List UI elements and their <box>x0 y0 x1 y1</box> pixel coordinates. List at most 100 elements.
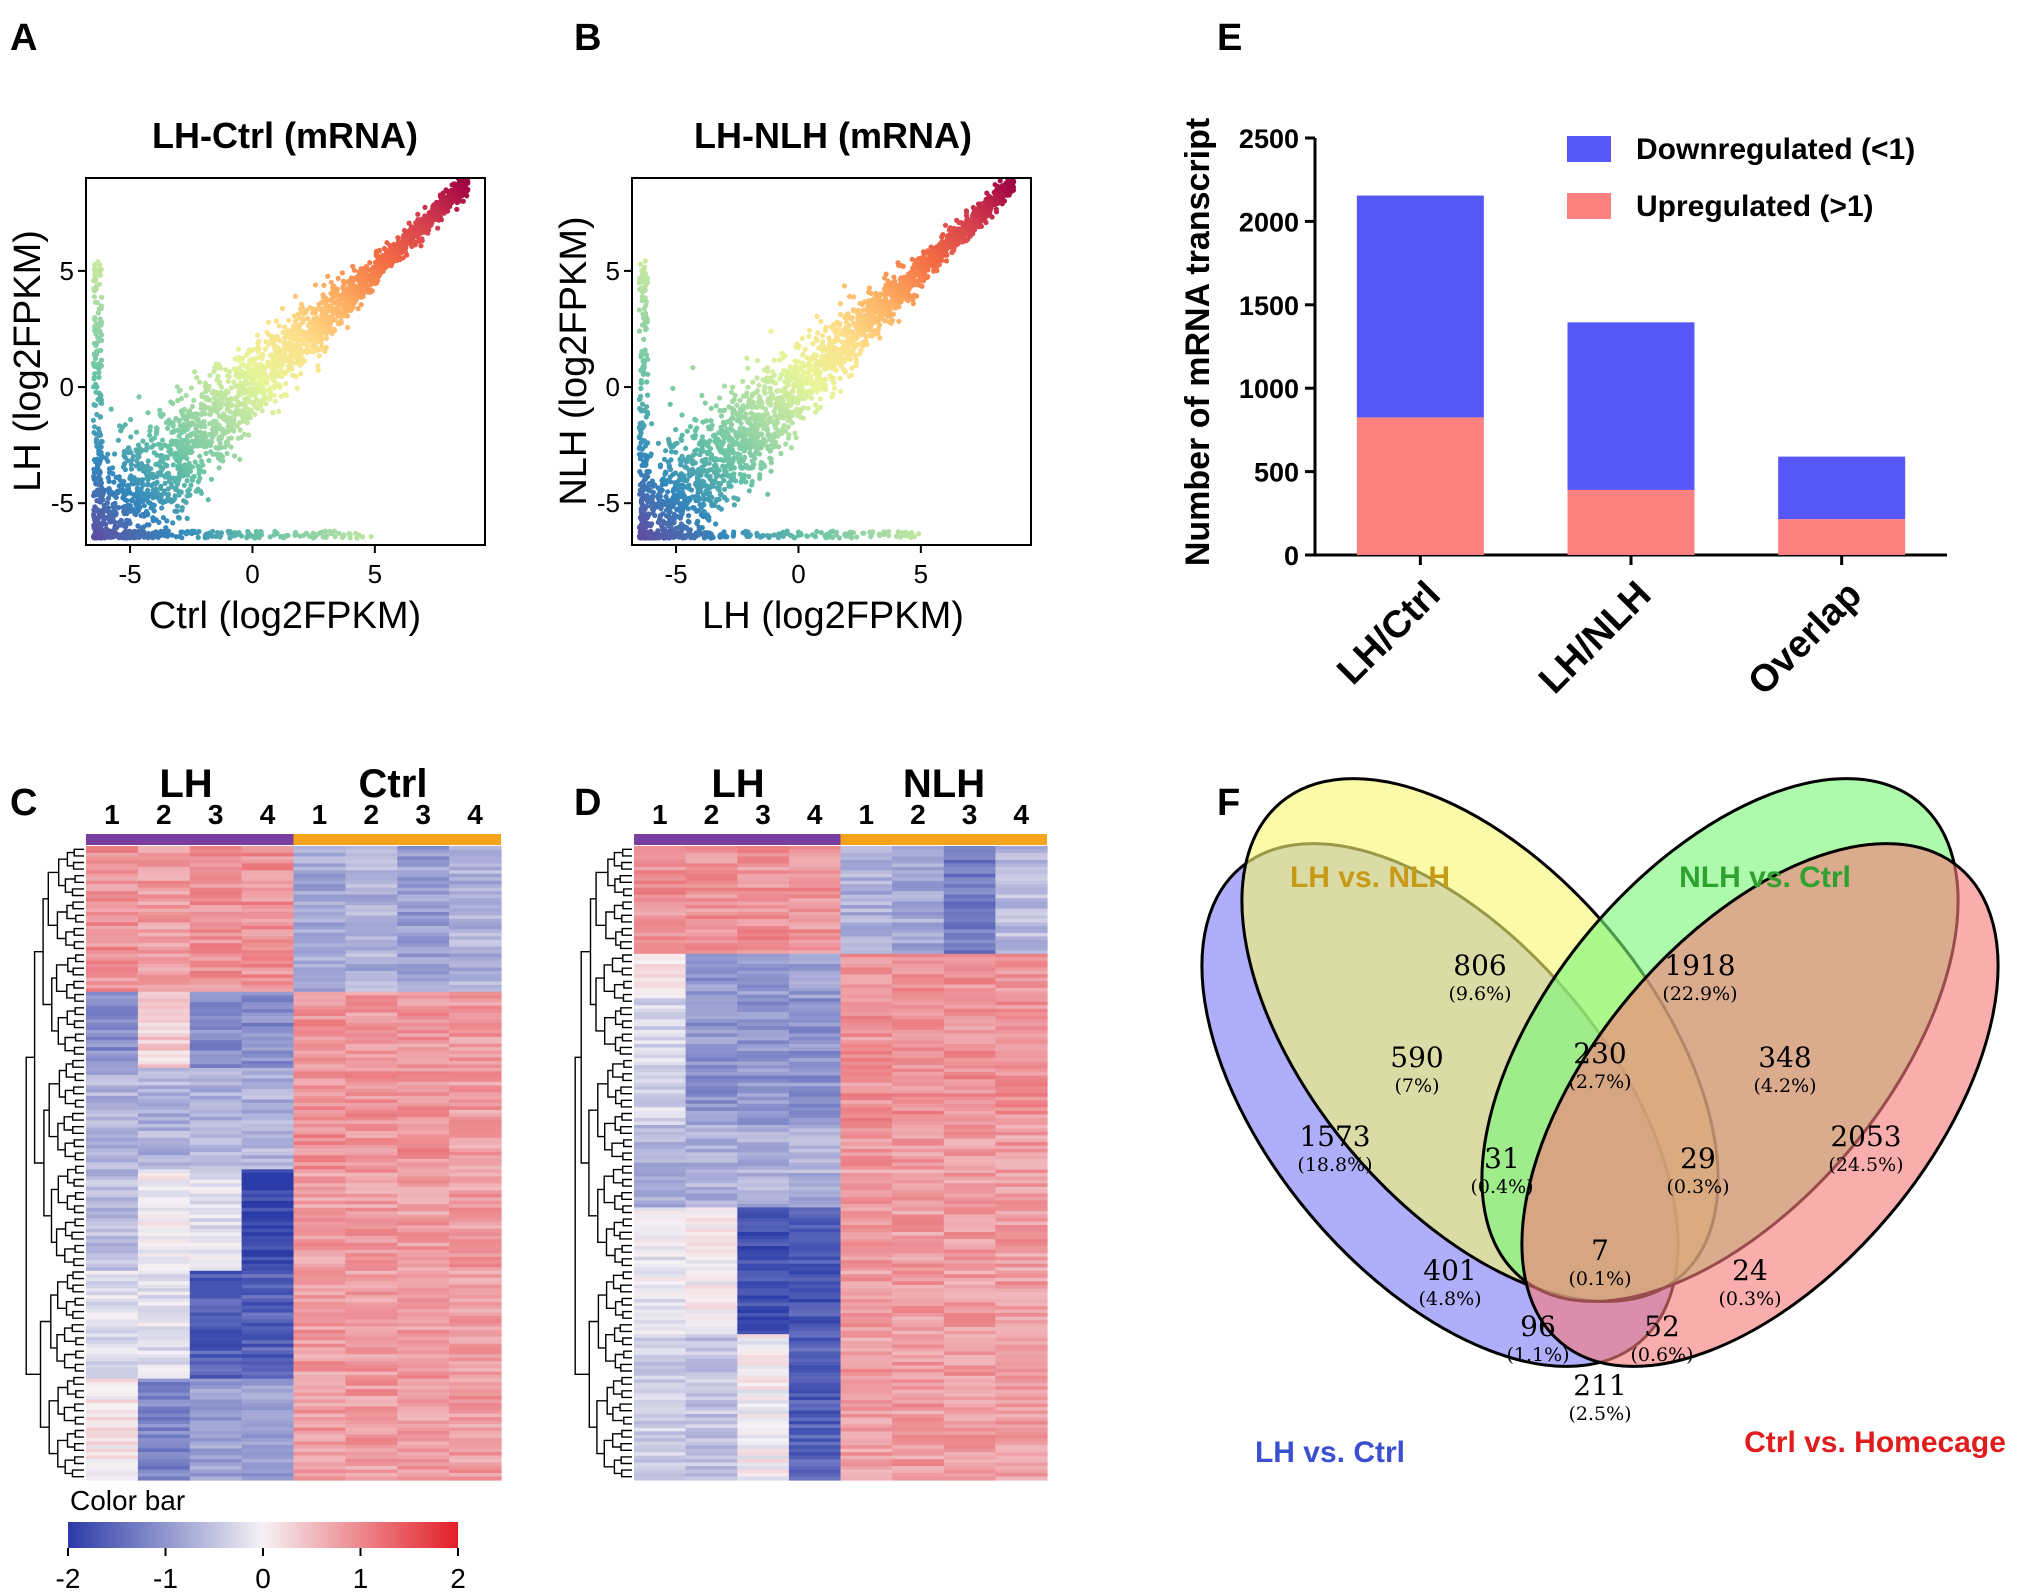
scatter-point <box>322 528 328 534</box>
scatter-point <box>111 479 117 485</box>
scatter-point <box>678 522 684 529</box>
scatter-point <box>302 358 308 364</box>
scatter-point <box>800 351 806 357</box>
scatter-point <box>460 171 465 176</box>
scatter-point <box>329 313 335 319</box>
scatter-point <box>345 313 351 319</box>
scatter-point <box>373 270 379 276</box>
scatter-point <box>164 533 170 539</box>
scatter-point <box>175 514 181 520</box>
scatter-point <box>817 375 823 381</box>
scatter-point <box>461 184 467 190</box>
scatter-point <box>138 486 144 492</box>
scatter-point <box>167 476 173 482</box>
scatter-point <box>192 369 198 375</box>
scatter-point <box>713 521 719 527</box>
scatter-point <box>151 508 157 514</box>
scatter-point <box>145 531 152 537</box>
scatter-point <box>220 458 226 464</box>
scatter-point <box>367 260 373 266</box>
scatter-point <box>128 434 134 440</box>
scatter-point <box>994 201 1000 207</box>
scatter-a-ylabel: LH (log2FPKM) <box>7 230 49 492</box>
scatter-point <box>95 259 101 265</box>
scatter-point <box>363 269 370 275</box>
scatter-point <box>775 396 781 402</box>
scatter-point <box>172 450 178 456</box>
scatter-point <box>141 494 147 500</box>
scatter-point <box>778 388 785 394</box>
scatter-point <box>665 489 671 495</box>
scatter-point <box>667 466 674 473</box>
scatter-point <box>690 365 696 371</box>
scatter-point <box>241 431 247 437</box>
scatter-point <box>176 492 182 498</box>
scatter-point <box>195 486 201 492</box>
scatter-point <box>781 422 787 429</box>
scatter-point <box>181 482 187 488</box>
scatter-point <box>840 344 847 350</box>
scatter-point <box>718 449 724 455</box>
scatter-point <box>443 197 449 203</box>
scatter-point <box>737 463 744 469</box>
scatter-point <box>837 375 843 381</box>
scatter-point <box>169 532 175 538</box>
scatter-point <box>780 415 786 421</box>
scatter-point <box>153 461 159 467</box>
scatter-point <box>266 332 272 338</box>
scatter-point <box>281 342 288 348</box>
scatter-point <box>97 269 103 275</box>
scatter-point <box>730 442 736 448</box>
scatter-point <box>737 452 743 458</box>
scatter-point <box>373 248 380 254</box>
scatter-point <box>740 378 746 384</box>
scatter-point <box>806 372 812 378</box>
scatter-point <box>230 422 236 428</box>
scatter-point <box>776 444 782 450</box>
scatter-point <box>309 335 315 341</box>
scatter-point <box>686 454 692 460</box>
scatter-point <box>873 290 879 296</box>
scatter-point <box>92 402 98 408</box>
scatter-point <box>336 530 342 536</box>
scatter-point <box>308 348 314 354</box>
scatter-point <box>244 388 250 394</box>
scatter-point <box>789 420 795 426</box>
scatter-point <box>964 237 970 243</box>
scatter-point <box>686 513 692 519</box>
scatter-point <box>657 517 664 523</box>
scatter-point <box>428 209 434 215</box>
y-tick-label: 0 <box>60 372 74 402</box>
scatter-point <box>323 344 329 350</box>
scatter-point <box>796 343 802 349</box>
scatter-point <box>1011 179 1017 185</box>
scatter-point <box>793 435 799 441</box>
scatter-point <box>140 438 146 444</box>
scatter-point <box>197 379 203 385</box>
scatter-point <box>752 455 758 461</box>
scatter-point <box>122 422 128 428</box>
scatter-point <box>720 463 726 469</box>
scatter-point <box>356 269 362 275</box>
scatter-point <box>831 380 837 386</box>
scatter-point <box>165 425 171 431</box>
scatter-point <box>943 258 950 264</box>
scatter-point <box>340 278 346 284</box>
scatter-point <box>686 482 692 488</box>
scatter-point <box>805 361 811 367</box>
scatter-point <box>898 262 904 269</box>
scatter-point <box>184 515 190 522</box>
scatter-point <box>173 475 179 482</box>
scatter-point <box>191 397 197 403</box>
scatter-point <box>745 365 751 371</box>
scatter-point <box>276 408 282 414</box>
scatter-point <box>91 476 97 482</box>
scatter-a-points <box>90 171 471 541</box>
scatter-point <box>164 518 170 524</box>
scatter-point <box>179 430 185 436</box>
scatter-point <box>703 418 710 424</box>
scatter-point <box>698 472 704 478</box>
scatter-point <box>699 446 705 452</box>
scatter-point <box>986 201 993 207</box>
scatter-point <box>711 470 718 476</box>
